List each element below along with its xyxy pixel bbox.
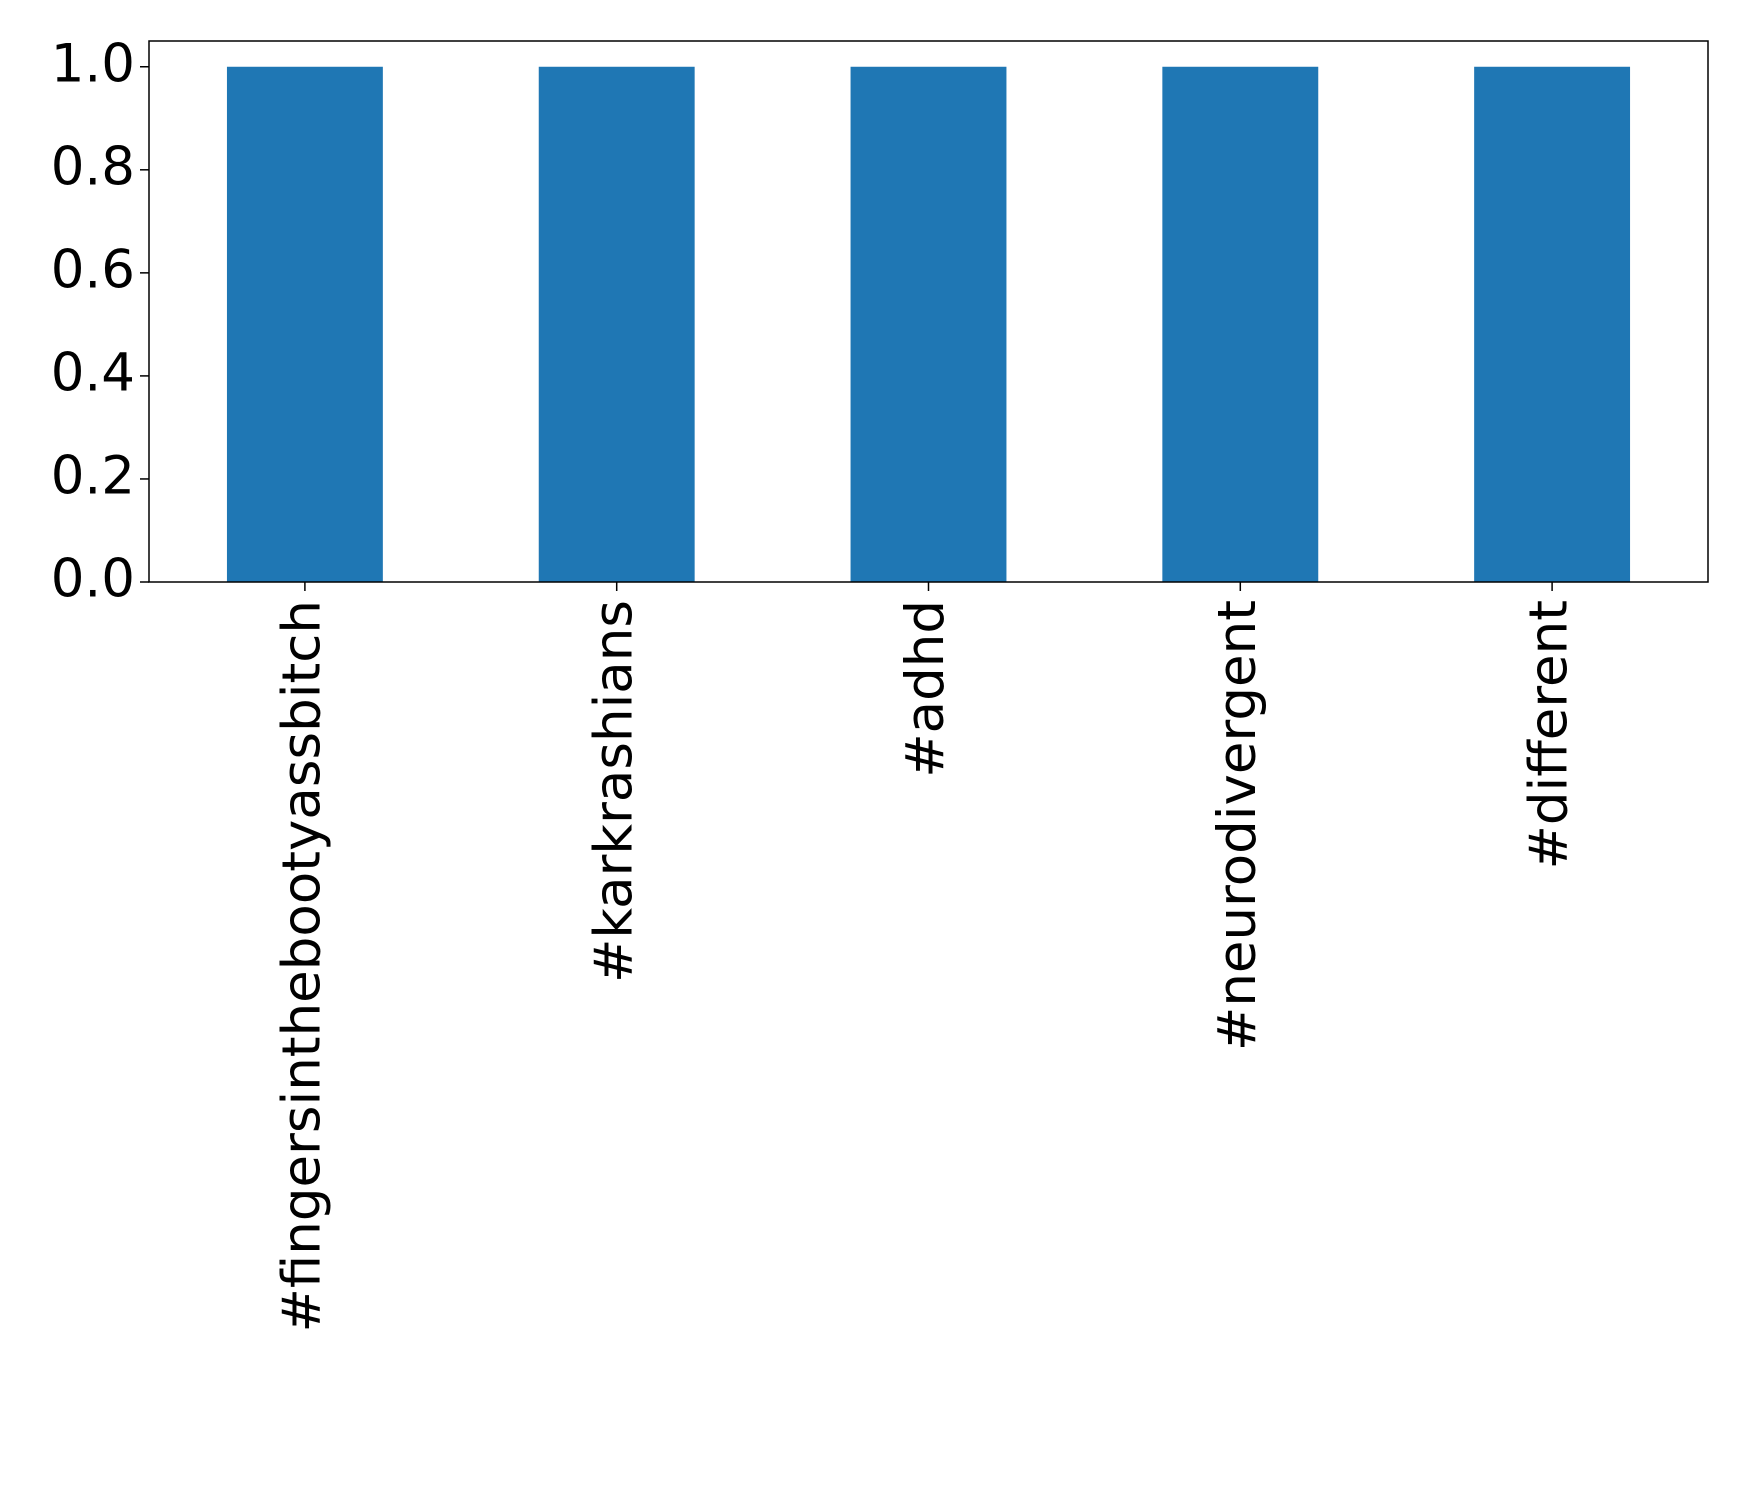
bar — [1474, 66, 1631, 582]
x-tick-label: #different — [1519, 600, 1580, 870]
y-tick-label: 0.6 — [51, 239, 135, 300]
y-tick-label: 1.0 — [51, 33, 135, 94]
x-tick-label: #karkrashians — [583, 600, 644, 983]
x-tick-label: #adhd — [895, 600, 956, 778]
y-tick-label: 0.0 — [51, 549, 135, 610]
y-tick-label: 0.4 — [51, 343, 135, 404]
bar — [1162, 66, 1319, 582]
bar — [226, 66, 383, 582]
bar — [538, 66, 695, 582]
y-tick-label: 0.8 — [51, 136, 135, 197]
plot-frame — [148, 40, 1709, 583]
bar — [850, 66, 1007, 582]
x-tick-label: #fingersinthebootyassbitch — [272, 600, 333, 1333]
y-tick-label: 0.2 — [51, 446, 135, 507]
x-tick-label: #neurodivergent — [1207, 600, 1268, 1051]
